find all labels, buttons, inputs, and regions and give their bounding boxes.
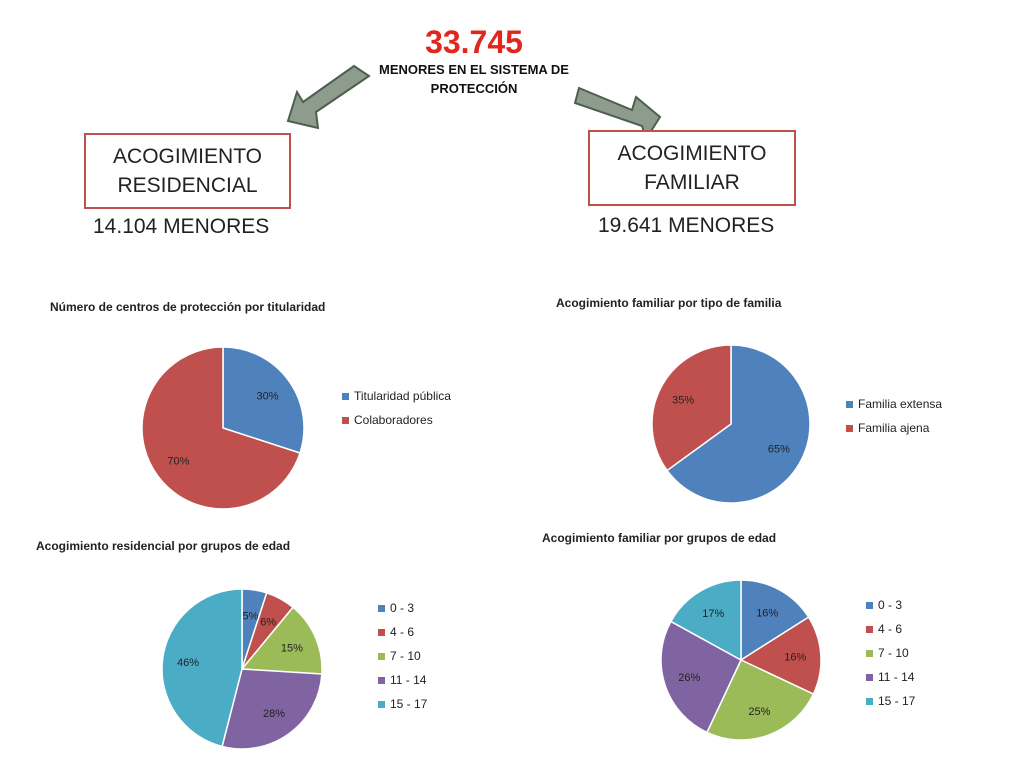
pie-slice-ownership-titularidad-p-blica	[222, 346, 305, 454]
family-care-box: ACOGIMIENTO FAMILIAR	[588, 130, 796, 206]
legend-swatch	[846, 400, 853, 408]
pie-slice-residential-age-11-14	[221, 668, 323, 750]
legend-label: 15 - 17	[878, 694, 916, 708]
legend-label: 11 - 14	[390, 673, 427, 687]
legend-swatch	[866, 697, 873, 705]
legend-residential-age: 0 - 3 4 - 6 7 - 10 11 - 14 15 - 17	[378, 596, 427, 716]
legend-item-family-age-11-14: 11 - 14	[866, 665, 915, 689]
data-label-family-type-familia-ajena: 35%	[672, 395, 694, 407]
legend-item-ownership-colaboradores: Colaboradores	[342, 408, 451, 432]
pie-slice-family-type-familia-extensa	[666, 344, 811, 504]
data-label-family-age-0-3: 16%	[756, 607, 778, 619]
pie-slice-family-age-7-10	[705, 659, 815, 741]
legend-label: 15 - 17	[390, 697, 428, 711]
legend-swatch	[866, 649, 873, 657]
residential-care-count: 14.104 MENORES	[93, 215, 270, 238]
pie-chart-family-type: 65% 35%	[651, 344, 811, 504]
legend-swatch	[866, 673, 873, 681]
legend-item-residential-age-4-6: 4 - 6	[378, 620, 427, 644]
legend-item-residential-age-0-3: 0 - 3	[378, 596, 427, 620]
legend-swatch	[846, 424, 853, 432]
legend-label: 4 - 6	[878, 622, 903, 636]
arrow-left-icon	[286, 64, 371, 130]
data-label-residential-age-4-6: 6%	[260, 616, 276, 628]
data-label-ownership-titularidad-p-blica: 30%	[257, 391, 279, 403]
data-label-family-age-7-10: 25%	[748, 706, 770, 718]
data-label-family-age-11-14: 26%	[678, 672, 700, 684]
data-label-family-age-15-17: 17%	[702, 608, 724, 620]
legend-swatch	[342, 416, 349, 424]
legend-swatch	[378, 700, 385, 708]
pie-chart-family-age: 16% 16% 25% 26% 17%	[660, 579, 822, 741]
legend-item-family-age-4-6: 4 - 6	[866, 617, 915, 641]
legend-swatch	[378, 604, 385, 612]
data-label-residential-age-11-14: 28%	[263, 708, 285, 720]
legend-label: Titularidad pública	[354, 389, 451, 403]
legend-ownership: Titularidad pública Colaboradores	[342, 384, 451, 432]
legend-label: Colaboradores	[354, 413, 433, 427]
legend-label: Familia extensa	[858, 397, 943, 411]
legend-item-family-age-15-17: 15 - 17	[866, 689, 915, 713]
pie-slice-family-age-15-17	[669, 579, 742, 662]
legend-family-type: Familia extensa Familia ajena	[846, 392, 942, 440]
total-minors-subtitle: MENORES EN EL SISTEMA DE PROTECCIÓN	[379, 62, 569, 96]
data-label-residential-age-15-17: 46%	[177, 657, 199, 669]
data-label-family-age-4-6: 16%	[784, 652, 806, 664]
legend-item-residential-age-7-10: 7 - 10	[378, 644, 427, 668]
pie-chart-residential-age: 5%6% 15% 28% 46%	[161, 588, 323, 750]
family-care-label: ACOGIMIENTO FAMILIAR	[617, 142, 767, 194]
legend-item-family-type-familia-ajena: Familia ajena	[846, 416, 942, 440]
legend-item-family-age-7-10: 7 - 10	[866, 641, 915, 665]
pie-slice-family-type-familia-ajena	[651, 344, 732, 472]
legend-swatch	[866, 601, 873, 609]
data-label-family-type-familia-extensa: 65%	[768, 443, 790, 455]
data-label-ownership-colaboradores: 70%	[167, 455, 189, 467]
legend-swatch	[378, 676, 385, 684]
legend-family-age: 0 - 3 4 - 6 7 - 10 11 - 14 15 - 17	[866, 593, 915, 713]
legend-label: 7 - 10	[878, 646, 909, 660]
pie-slice-family-age-4-6	[739, 616, 822, 696]
family-care-count: 19.641 MENORES	[598, 214, 775, 237]
total-minors-figure: 33.745	[425, 24, 523, 60]
pie-slice-residential-age-7-10	[240, 606, 323, 675]
legend-swatch	[866, 625, 873, 633]
arrow-right-icon	[573, 86, 662, 142]
legend-swatch	[342, 392, 349, 400]
legend-swatch	[378, 652, 385, 660]
legend-label: 11 - 14	[878, 670, 915, 684]
residential-care-box: ACOGIMIENTO RESIDENCIAL	[84, 133, 291, 209]
legend-item-ownership-titularidad-p-blica: Titularidad pública	[342, 384, 451, 408]
legend-item-family-type-familia-extensa: Familia extensa	[846, 392, 942, 416]
legend-label: 0 - 3	[390, 601, 415, 615]
legend-item-family-age-0-3: 0 - 3	[866, 593, 915, 617]
legend-swatch	[378, 628, 385, 636]
legend-item-residential-age-11-14: 11 - 14	[378, 668, 427, 692]
residential-care-label: ACOGIMIENTO RESIDENCIAL	[113, 145, 262, 197]
pie-slice-ownership-colaboradores	[141, 346, 301, 510]
pie-slice-residential-age-15-17	[161, 588, 243, 748]
chart-title-residential-age: Acogimiento residencial por grupos de ed…	[36, 539, 291, 553]
data-label-residential-age-0-3: 5%	[243, 610, 259, 622]
legend-label: Familia ajena	[858, 421, 930, 435]
chart-title-family-age: Acogimiento familiar por grupos de edad	[542, 531, 777, 545]
legend-item-residential-age-15-17: 15 - 17	[378, 692, 427, 716]
data-label-residential-age-7-10: 15%	[281, 642, 303, 654]
chart-title-ownership: Número de centros de protección por titu…	[50, 300, 326, 314]
legend-label: 4 - 6	[390, 625, 415, 639]
pie-slice-family-age-0-3	[740, 579, 810, 662]
legend-label: 7 - 10	[390, 649, 421, 663]
pie-chart-ownership: 30% 70%	[141, 346, 305, 510]
chart-title-family-type: Acogimiento familiar por tipo de familia	[556, 296, 782, 310]
legend-label: 0 - 3	[878, 598, 903, 612]
